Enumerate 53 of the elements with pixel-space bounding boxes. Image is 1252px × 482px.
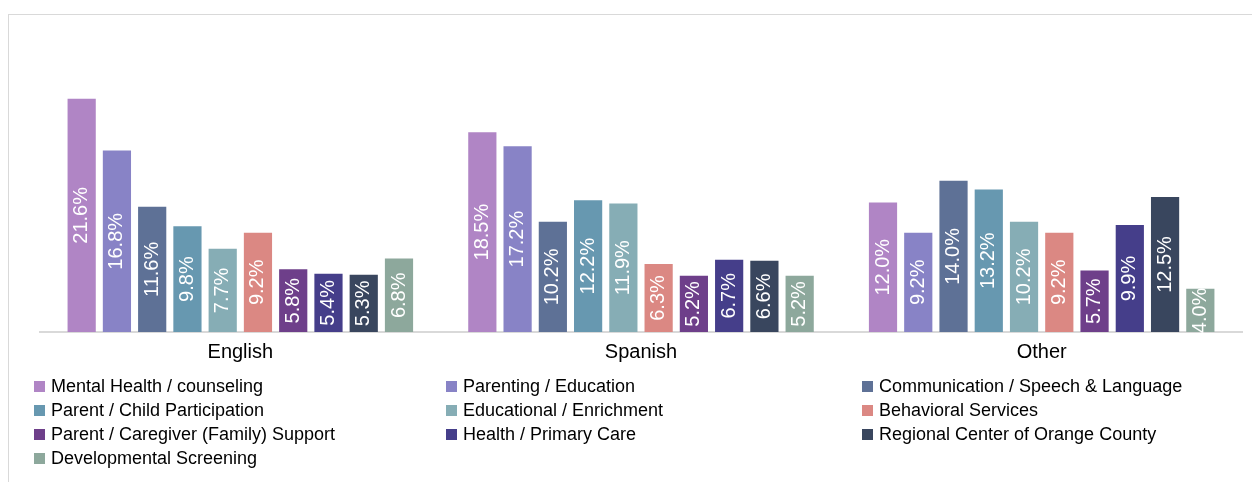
data-label: 16.8% [104,212,127,270]
legend-label: Developmental Screening [51,447,258,470]
data-label: 6.8% [386,272,409,319]
data-label: 6.6% [751,273,774,320]
data-label: 9.9% [1117,255,1140,302]
data-label: 12.5% [1152,235,1175,293]
legend-label: Mental Health / counseling [51,375,264,398]
data-label: 6.3% [646,274,669,321]
data-label: 7.7% [210,267,233,314]
legend-label: Parenting / Education [463,375,636,398]
data-label: 5.4% [316,279,338,326]
data-label: 4.0% [1187,287,1210,334]
data-label: 10.2% [1011,248,1034,306]
data-label: 12.2% [575,237,598,295]
data-label: 11.6% [139,241,162,297]
data-label: 9.2% [245,259,268,306]
bar [503,146,532,332]
legend-label: Behavioral Services [879,399,1039,422]
data-label: 6.7% [716,272,739,319]
data-label: 5.7% [1082,278,1105,325]
data-label: 5.2% [787,280,810,327]
data-label: 5.8% [280,277,303,324]
legend-label: Parent / Caregiver (Family) Support [51,423,336,446]
x-tick-label: Other [1016,339,1068,362]
data-label: 13.2% [976,232,999,290]
legend-label: Parent / Child Participation [51,399,265,422]
data-label: 12.0% [870,238,893,296]
legend-label: Communication / Speech & Language [879,375,1183,398]
data-label: 14.0% [941,227,964,285]
data-label: 10.2% [540,248,563,306]
bar [939,180,968,332]
legend-label: Regional Center of Orange County [879,423,1157,446]
bar [67,98,96,332]
legend-label: Educational / Enrichment [463,399,664,422]
x-tick-label: Spanish [604,339,678,362]
bar [1150,197,1180,332]
data-label: 11.9% [610,239,633,296]
data-label: 5.2% [681,280,704,327]
legend-label: Health / Primary Care [463,423,637,446]
x-tick-label: English [207,339,274,362]
data-label: 21.6% [69,186,92,244]
data-label: 9.2% [1046,259,1069,306]
data-label: 9.8% [174,256,197,302]
bar [574,200,603,332]
data-label: 9.2% [905,259,928,306]
data-label: 17.2% [505,210,528,268]
data-label: 18.5% [469,203,492,261]
bar [173,226,202,332]
bar [974,189,1003,332]
bar [609,203,638,332]
data-label: 5.3% [351,280,374,327]
bar [102,150,132,332]
bar [468,132,497,332]
